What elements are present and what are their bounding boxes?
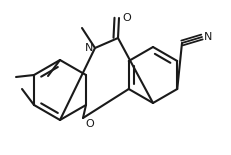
Text: O: O [85, 119, 94, 129]
Text: O: O [122, 13, 131, 23]
Text: N: N [204, 32, 212, 42]
Text: N: N [85, 43, 93, 53]
